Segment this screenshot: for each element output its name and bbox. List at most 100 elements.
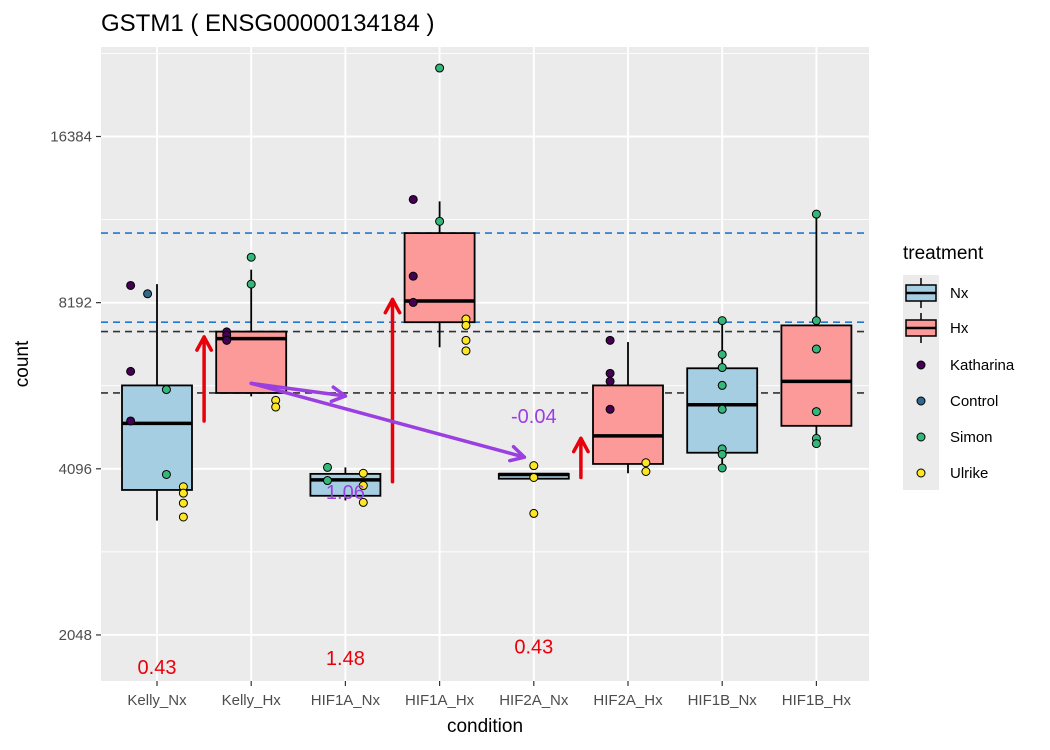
point-katharina: [605, 404, 615, 414]
annotation-arrow: [249, 381, 527, 463]
point-simon: [717, 380, 727, 390]
arrow-shaft: [249, 381, 348, 398]
x-tick-label: HIF1B_Nx: [688, 692, 758, 709]
annotation-value: -0.04: [511, 406, 557, 428]
x-axis: Kelly_Nx Kelly_Hx HIF1A_Nx HIF1A_Hx HIF2A_Nx…: [127, 681, 851, 709]
point-control: [143, 289, 153, 299]
arrow-head: [508, 445, 527, 463]
point-ulrike: [641, 467, 651, 477]
legend-label: Hx: [950, 320, 969, 337]
point-katharina: [408, 297, 418, 307]
x-tick-label: HIF1A_Nx: [311, 692, 381, 709]
annotation-value: 1.48: [326, 648, 365, 670]
point-ulrike: [271, 402, 281, 412]
x-tick-label: HIF1A_Hx: [405, 692, 475, 709]
legend-point: [916, 396, 926, 406]
point-simon: [323, 462, 333, 472]
x-tick-label: HIF1B_Hx: [782, 692, 852, 709]
data-points: [126, 63, 821, 522]
point-katharina: [126, 366, 136, 376]
point-ulrike: [529, 461, 539, 471]
x-tick-label: Kelly_Nx: [127, 692, 187, 709]
point-simon: [717, 316, 727, 326]
x-tick-label: HIF2A_Hx: [593, 692, 663, 709]
legend-item-katharina: Katharina: [916, 357, 1015, 374]
legend-item-ulrike: Ulrike: [916, 465, 988, 482]
legend-point: [916, 360, 926, 370]
x-axis-title: condition: [447, 716, 523, 737]
y-tick-label: 16384: [50, 128, 92, 145]
legend-point: [916, 468, 926, 478]
y-tick-label: 4096: [59, 461, 92, 478]
box-HIF2A_Hx: [592, 342, 664, 474]
annotation-arrow: [195, 335, 214, 423]
annotation-arrows: [195, 297, 590, 484]
point-simon: [717, 349, 727, 359]
point-simon: [435, 63, 445, 73]
arrow-head: [383, 297, 402, 315]
x-tick-label: Kelly_Hx: [222, 692, 282, 709]
point-katharina: [126, 416, 136, 426]
arrow-head: [329, 385, 348, 404]
legend-label: Katharina: [950, 357, 1015, 374]
point-katharina: [605, 368, 615, 378]
legend-item-nx: Nx: [905, 278, 969, 308]
point-ulrike: [641, 458, 651, 468]
point-simon: [717, 404, 727, 414]
legend-item-simon: Simon: [916, 429, 993, 446]
legend-key-background: [903, 275, 939, 490]
legend-title: treatment: [903, 243, 984, 264]
point-katharina: [605, 376, 615, 386]
y-axis: 2048 4096 8192 16384: [50, 128, 101, 644]
point-simon: [811, 209, 821, 219]
point-katharina: [408, 271, 418, 281]
point-katharina: [222, 335, 232, 345]
point-ulrike: [461, 335, 471, 345]
point-katharina: [126, 280, 136, 290]
point-katharina: [605, 335, 615, 345]
point-ulrike: [358, 497, 368, 507]
point-ulrike: [178, 512, 188, 522]
box-body: [121, 384, 193, 491]
point-ulrike: [358, 468, 368, 478]
point-ulrike: [461, 346, 471, 356]
point-simon: [811, 344, 821, 354]
point-ulrike: [529, 472, 539, 482]
x-tick-label: HIF2A_Nx: [499, 692, 569, 709]
chart-title: GSTM1 ( ENSG00000134184 ): [101, 10, 435, 37]
annotation-value: 0.43: [514, 637, 553, 659]
box-Kelly_Nx: [121, 284, 193, 521]
legend-item-control: Control: [916, 393, 998, 410]
point-simon: [717, 449, 727, 459]
point-katharina: [408, 194, 418, 204]
legend-item-hx: Hx: [905, 313, 969, 343]
annotation-arrow: [249, 381, 348, 404]
box-body: [592, 384, 664, 465]
y-tick-label: 8192: [59, 295, 92, 312]
legend-label: Simon: [950, 429, 993, 446]
point-simon: [811, 407, 821, 417]
annotation-value: 0.43: [138, 657, 177, 679]
point-ulrike: [529, 508, 539, 518]
annotation-labels: 0.43 1.48 0.43 1.06 -0.04: [138, 406, 557, 679]
point-ulrike: [178, 488, 188, 498]
point-ulrike: [358, 481, 368, 491]
point-simon: [811, 439, 821, 449]
y-tick-label: 2048: [59, 627, 92, 644]
legend-label: Nx: [950, 285, 969, 302]
point-simon: [161, 385, 171, 395]
point-simon: [717, 363, 727, 373]
point-ulrike: [461, 320, 471, 330]
annotation-arrow: [383, 297, 402, 484]
legend-point: [916, 432, 926, 442]
point-simon: [161, 469, 171, 479]
legend-label: Ulrike: [950, 465, 988, 482]
legend: treatment Nx Hx Katharina Control Simon Ulrik…: [903, 243, 1015, 490]
point-simon: [811, 316, 821, 326]
point-simon: [246, 252, 256, 262]
point-ulrike: [178, 498, 188, 508]
point-simon: [323, 476, 333, 486]
y-axis-title: count: [12, 340, 33, 387]
point-simon: [435, 216, 445, 226]
